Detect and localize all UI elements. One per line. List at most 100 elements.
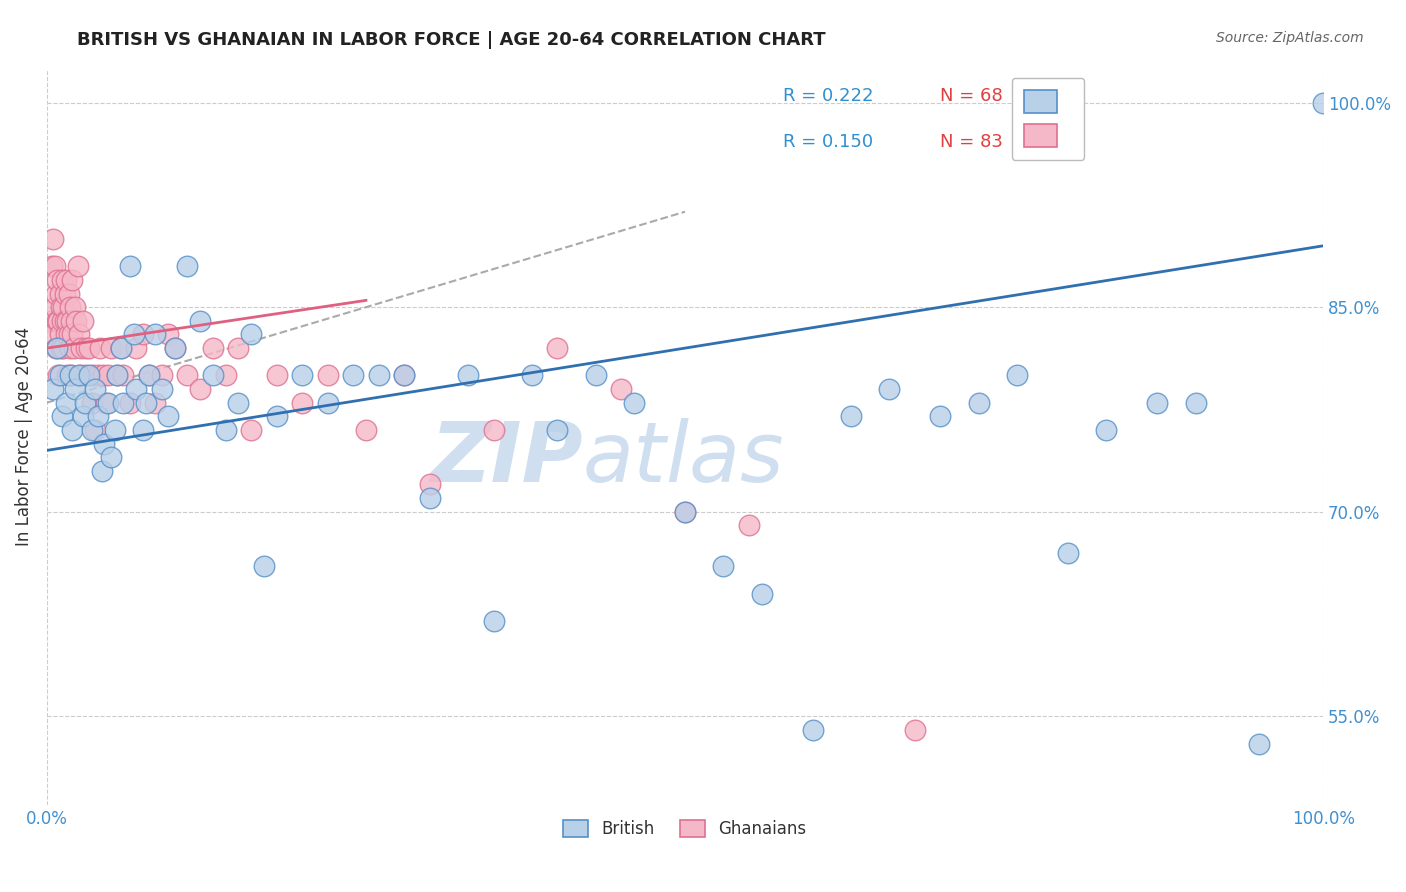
Text: Source: ZipAtlas.com: Source: ZipAtlas.com	[1216, 31, 1364, 45]
Point	[673, 505, 696, 519]
Point	[55, 273, 77, 287]
Point	[316, 368, 339, 383]
Point	[67, 327, 90, 342]
Text: R = 0.222: R = 0.222	[783, 87, 873, 104]
Point	[70, 341, 93, 355]
Point	[60, 314, 83, 328]
Point	[673, 505, 696, 519]
Point	[45, 341, 67, 355]
Point	[100, 341, 122, 355]
Point	[58, 327, 80, 342]
Text: atlas: atlas	[583, 418, 785, 500]
Point	[118, 260, 141, 274]
Point	[42, 232, 65, 246]
Text: N = 83: N = 83	[941, 133, 1002, 151]
Point	[72, 314, 94, 328]
Point	[253, 559, 276, 574]
Point	[56, 314, 79, 328]
Point	[62, 327, 84, 342]
Point	[105, 368, 128, 383]
Point	[58, 286, 80, 301]
Point	[1184, 395, 1206, 409]
Point	[585, 368, 607, 383]
Point	[482, 614, 505, 628]
Point	[291, 368, 314, 383]
Point	[163, 341, 186, 355]
Point	[214, 423, 236, 437]
Point	[240, 327, 263, 342]
Point	[60, 368, 83, 383]
Point	[150, 382, 173, 396]
Point	[66, 260, 89, 274]
Point	[214, 368, 236, 383]
Point	[87, 368, 110, 383]
Point	[62, 273, 84, 287]
Point	[77, 341, 100, 355]
Point	[342, 368, 364, 383]
Point	[97, 368, 120, 383]
Point	[125, 341, 148, 355]
Point	[84, 423, 107, 437]
Point	[1312, 95, 1334, 110]
Point	[176, 368, 198, 383]
Point	[39, 314, 62, 328]
Point	[90, 464, 112, 478]
Point	[75, 341, 97, 355]
Point	[457, 368, 479, 383]
Point	[51, 273, 73, 287]
Point	[59, 341, 82, 355]
Point	[51, 409, 73, 424]
Point	[110, 341, 132, 355]
Point	[42, 382, 65, 396]
Point	[1146, 395, 1168, 409]
Point	[135, 395, 157, 409]
Point	[94, 395, 117, 409]
Text: R = 0.150: R = 0.150	[783, 133, 873, 151]
Point	[75, 368, 97, 383]
Point	[53, 314, 76, 328]
Point	[145, 395, 167, 409]
Point	[138, 368, 160, 383]
Point	[82, 368, 104, 383]
Point	[1095, 423, 1118, 437]
Point	[1249, 737, 1271, 751]
Point	[145, 327, 167, 342]
Point	[546, 423, 568, 437]
Point	[188, 382, 211, 396]
Point	[131, 423, 153, 437]
Point	[967, 395, 990, 409]
Point	[48, 314, 70, 328]
Point	[105, 368, 128, 383]
Point	[59, 300, 82, 314]
Point	[62, 341, 84, 355]
Point	[112, 395, 135, 409]
Point	[623, 395, 645, 409]
Text: N = 68: N = 68	[941, 87, 1002, 104]
Point	[610, 382, 633, 396]
Point	[45, 286, 67, 301]
Point	[877, 382, 900, 396]
Point	[65, 314, 87, 328]
Point	[394, 368, 416, 383]
Point	[131, 327, 153, 342]
Point	[52, 300, 75, 314]
Point	[59, 368, 82, 383]
Point	[201, 341, 224, 355]
Point	[482, 423, 505, 437]
Point	[46, 314, 69, 328]
Y-axis label: In Labor Force | Age 20-64: In Labor Force | Age 20-64	[15, 327, 32, 546]
Point	[904, 723, 927, 737]
Point	[266, 368, 288, 383]
Point	[711, 559, 734, 574]
Point	[163, 341, 186, 355]
Point	[44, 300, 66, 314]
Point	[188, 314, 211, 328]
Point	[367, 368, 389, 383]
Point	[201, 368, 224, 383]
Point	[44, 260, 66, 274]
Point	[72, 409, 94, 424]
Point	[118, 395, 141, 409]
Point	[87, 409, 110, 424]
Point	[419, 491, 441, 505]
Point	[63, 300, 86, 314]
